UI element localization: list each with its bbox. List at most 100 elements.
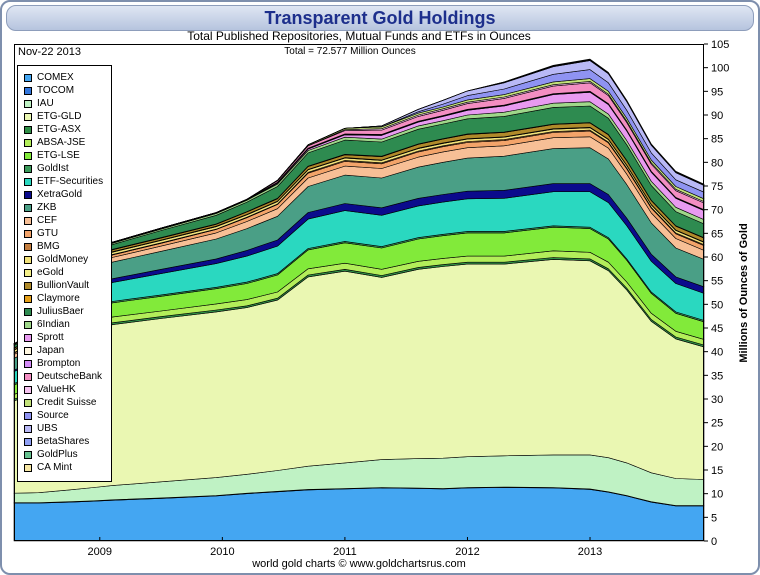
legend-label: GoldPlus xyxy=(37,449,78,460)
legend-label: ETG-ASX xyxy=(37,124,81,135)
legend-swatch xyxy=(24,165,32,173)
legend-label: Source xyxy=(37,410,69,421)
legend-swatch xyxy=(24,373,32,381)
y-tick-label: 20 xyxy=(711,441,723,453)
y-tick-label: 5 xyxy=(711,512,717,524)
x-tick-label: 2011 xyxy=(333,546,357,558)
legend-label: GoldMoney xyxy=(37,254,89,265)
legend-label: Credit Suisse xyxy=(37,397,97,408)
legend-swatch xyxy=(24,87,32,95)
legend-label: DeutscheBank xyxy=(37,371,103,382)
legend-swatch xyxy=(24,334,32,342)
legend-label: JuliusBaer xyxy=(37,306,84,317)
y-tick-label: 35 xyxy=(711,370,723,382)
y-tick-label: 85 xyxy=(711,134,723,146)
y-tick-label: 80 xyxy=(711,157,723,169)
area-ca-mint xyxy=(13,58,705,344)
legend-label: 6Indian xyxy=(37,319,70,330)
legend-label: Claymore xyxy=(37,293,80,304)
legend-label: ValueHK xyxy=(37,384,76,395)
chart-subtitle: Total Published Repositories, Mutual Fun… xyxy=(187,29,531,43)
legend-swatch xyxy=(24,412,32,420)
legend-label: UBS xyxy=(37,423,58,434)
legend-swatch xyxy=(24,191,32,199)
y-tick-label: 30 xyxy=(711,394,723,406)
x-tick-label: 2012 xyxy=(455,546,479,558)
legend-swatch xyxy=(24,295,32,303)
legend-label: GTU xyxy=(37,228,59,239)
y-tick-label: 90 xyxy=(711,110,723,122)
y-tick-label: 105 xyxy=(711,39,729,51)
legend-label: BMG xyxy=(37,241,60,252)
legend-swatch xyxy=(24,399,32,407)
title-bar: Transparent Gold Holdings xyxy=(6,5,754,31)
y-tick-label: 50 xyxy=(711,299,723,311)
total-label: Total = 72.577 Million Ounces xyxy=(284,46,416,57)
y-axis-label: Millions of Ounces of Gold xyxy=(738,223,750,363)
legend-label: ETF-Securities xyxy=(37,176,104,187)
plot-frame xyxy=(14,44,704,541)
legend-label: CA Mint xyxy=(37,462,73,473)
legend-swatch xyxy=(24,347,32,355)
legend-swatch xyxy=(24,230,32,238)
legend-swatch xyxy=(24,100,32,108)
legend-label: BetaShares xyxy=(37,436,90,447)
x-tick-label: 2010 xyxy=(210,546,234,558)
legend-label: Brompton xyxy=(37,358,81,369)
legend-swatch xyxy=(24,451,32,459)
legend-label: GoldIst xyxy=(37,163,69,174)
legend-label: Japan xyxy=(37,345,65,356)
y-tick-label: 40 xyxy=(711,347,723,359)
legend-swatch xyxy=(24,308,32,316)
y-tick-label: 70 xyxy=(711,205,723,217)
legend-label: Sprott xyxy=(37,332,64,343)
legend-swatch xyxy=(24,360,32,368)
legend: COMEX TOCOM IAU ETG-GLD ETG-ASX ABSA-JSE ETG-L… xyxy=(17,65,112,482)
y-tick-label: 55 xyxy=(711,276,723,288)
y-tick-label: 10 xyxy=(711,489,723,501)
legend-label: ETG-LSE xyxy=(37,150,80,161)
legend-swatch xyxy=(24,204,32,212)
legend-swatch xyxy=(24,321,32,329)
legend-label: BullionVault xyxy=(37,280,90,291)
legend-swatch xyxy=(24,269,32,277)
x-tick-label: 2009 xyxy=(88,546,112,558)
y-tick-label: 45 xyxy=(711,323,723,335)
legend-swatch xyxy=(24,178,32,186)
legend-swatch xyxy=(24,139,32,147)
y-tick-label: 60 xyxy=(711,252,723,264)
legend-swatch xyxy=(24,113,32,121)
legend-label: COMEX xyxy=(37,72,74,83)
legend-swatch xyxy=(24,217,32,225)
legend-label: ZKB xyxy=(37,202,57,213)
y-tick-label: 0 xyxy=(711,536,717,548)
legend-label: ABSA-JSE xyxy=(37,137,86,148)
y-tick-label: 95 xyxy=(711,86,723,98)
x-tick-label: 2013 xyxy=(578,546,602,558)
chart-title: Transparent Gold Holdings xyxy=(264,8,496,28)
legend-label: ETG-GLD xyxy=(37,111,82,122)
legend-swatch xyxy=(24,74,32,82)
date-label: Nov-22 2013 xyxy=(18,46,81,58)
legend-swatch xyxy=(24,464,32,472)
legend-label: TOCOM xyxy=(37,85,75,96)
legend-swatch xyxy=(24,243,32,251)
legend-swatch xyxy=(24,438,32,446)
legend-label: XetraGold xyxy=(37,189,83,200)
y-tick-label: 25 xyxy=(711,418,723,430)
legend-swatch xyxy=(24,152,32,160)
legend-swatch xyxy=(24,386,32,394)
legend-swatch xyxy=(24,282,32,290)
legend-label: eGold xyxy=(37,267,64,278)
legend-label: CEF xyxy=(37,215,57,226)
y-tick-label: 75 xyxy=(711,181,723,193)
y-tick-label: 65 xyxy=(711,228,723,240)
legend-swatch xyxy=(24,126,32,134)
y-tick-label: 15 xyxy=(711,465,723,477)
y-tick-label: 100 xyxy=(711,63,729,75)
credit: world gold charts © www.goldchartsrus.co… xyxy=(252,558,466,570)
legend-swatch xyxy=(24,425,32,433)
legend-label: IAU xyxy=(37,98,54,109)
legend-swatch xyxy=(24,256,32,264)
